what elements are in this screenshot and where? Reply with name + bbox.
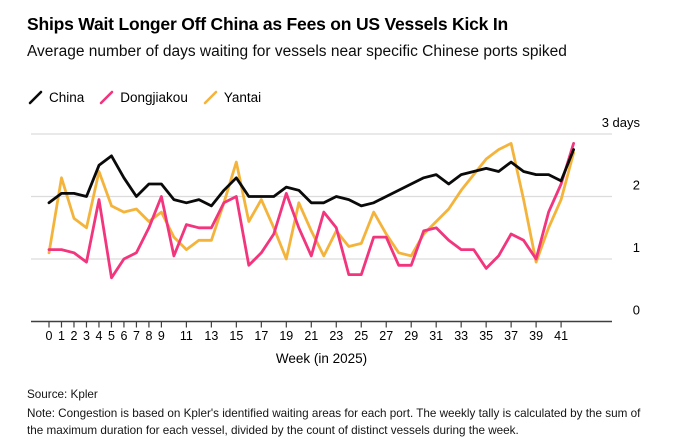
x-tick-label: 29 [404,329,418,343]
x-tick-label: 21 [304,329,318,343]
x-tick-label: 2 [71,329,78,343]
legend-item-dongjiakou: Dongjiakou [99,90,188,105]
x-tick-label: 1 [58,329,65,343]
y-tick-label: 3 days [602,115,641,130]
line-swatch-icon [99,90,114,105]
x-tick-label: 17 [254,329,268,343]
note-text: Note: Congestion is based on Kpler's ide… [27,406,641,438]
x-tick-label: 35 [479,329,493,343]
x-tick-label: 37 [504,329,518,343]
chart-subtitle: Average number of days waiting for vesse… [27,43,567,60]
x-tick-label: 27 [379,329,393,343]
x-tick-label: 5 [108,329,115,343]
y-tick-label: 2 [633,178,640,193]
x-tick-label: 8 [145,329,152,343]
x-tick-label: 19 [279,329,293,343]
legend-item-china: China [28,90,84,105]
x-tick-label: 25 [354,329,368,343]
legend-item-yantai: Yantai [203,90,261,105]
legend-label: Yantai [223,90,262,105]
x-tick-label: 9 [158,329,165,343]
y-tick-label: 0 [633,303,640,318]
series-line-china [47,148,575,208]
line-swatch-icon [28,90,43,105]
source-text: Source: Kpler [27,388,98,401]
line-swatch-icon [203,90,218,105]
chart-footer: Source: Kpler Note: Congestion is based … [27,386,655,440]
x-tick-label: 11 [180,329,193,343]
y-tick-label: 1 [633,240,640,255]
x-tick-label: 31 [429,329,443,343]
legend-label: China [49,90,85,105]
legend: China Dongjiakou Yantai [28,90,261,105]
x-tick-label: 3 [83,329,90,343]
chart-title: Ships Wait Longer Off China as Fees on U… [27,14,508,34]
legend-label: Dongjiakou [120,90,188,105]
series-line-dongjiakou [47,142,575,280]
x-tick-label: 0 [46,329,53,343]
x-tick-label: 39 [529,329,543,343]
x-tick-label: 13 [204,329,218,343]
x-tick-label: 4 [95,329,102,343]
x-axis-title: Week (in 2025) [276,351,367,366]
x-tick-label: 23 [329,329,343,343]
x-tick-label: 6 [120,329,127,343]
x-tick-label: 15 [229,329,243,343]
x-tick-label: 41 [554,329,568,343]
x-tick-label: 33 [454,329,468,343]
series-line-yantai [47,142,575,264]
x-tick-label: 7 [133,329,140,343]
